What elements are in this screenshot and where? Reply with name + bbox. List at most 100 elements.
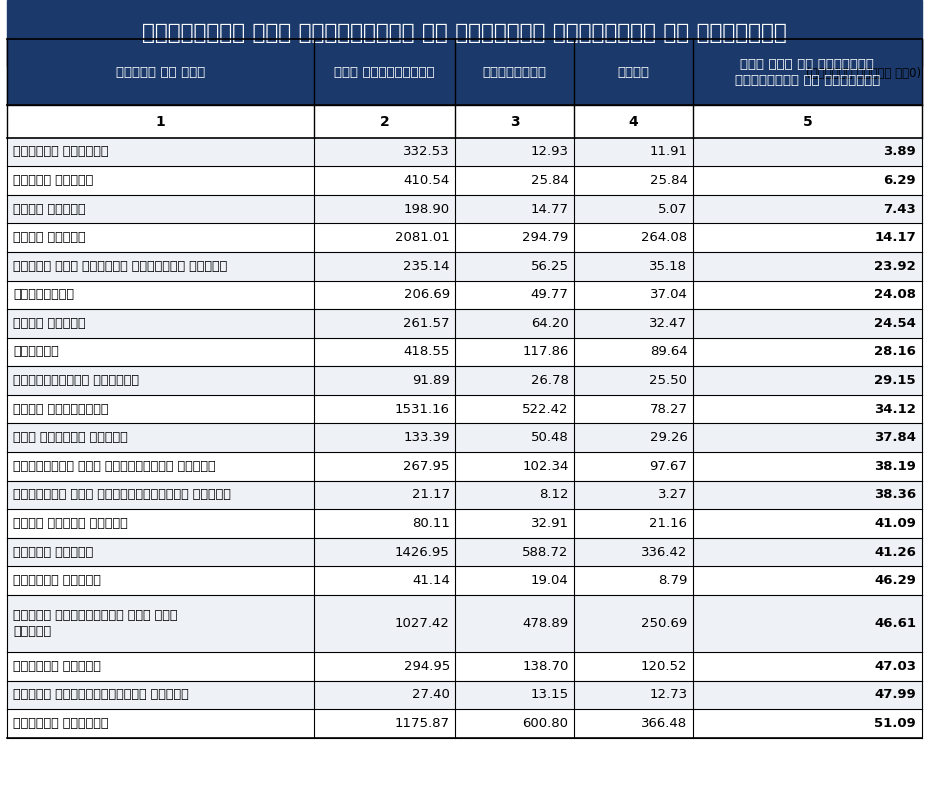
Text: 25.84: 25.84	[530, 174, 568, 187]
Text: 1027.42: 1027.42	[394, 617, 449, 630]
Text: बजट प्राविधान: बजट प्राविधान	[334, 66, 434, 79]
Text: शहरी विकास: शहरी विकास	[13, 231, 85, 244]
Text: कुल बजट के सापेक्ष
स्वीकृति का प्रतिशत: कुल बजट के सापेक्ष स्वीकृति का प्रतिशत	[734, 58, 879, 87]
Text: 38.19: 38.19	[873, 460, 915, 473]
Text: 522.42: 522.42	[522, 402, 568, 415]
Text: 294.95: 294.95	[403, 660, 449, 673]
Text: 4: 4	[628, 114, 638, 129]
Text: विज्ञान एवं प्रौद्योगिकी विभाग: विज्ञान एवं प्रौद्योगिकी विभाग	[13, 489, 231, 502]
Text: 78.27: 78.27	[649, 402, 687, 415]
Text: 24.08: 24.08	[873, 288, 915, 301]
Text: डेरी विकास विभाग: डेरी विकास विभाग	[13, 517, 128, 530]
Text: 3.27: 3.27	[657, 489, 687, 502]
Bar	[7, 481, 921, 509]
Text: 250.69: 250.69	[640, 617, 687, 630]
Text: खाद्य एवं नागरिक आपूर्ति विभाग: खाद्य एवं नागरिक आपूर्ति विभाग	[13, 260, 227, 273]
Text: आवास विभाग: आवास विभाग	[13, 203, 85, 216]
Bar	[7, 280, 921, 309]
Text: 25.84: 25.84	[649, 174, 687, 187]
Text: 49.77: 49.77	[530, 288, 568, 301]
Text: 32.91: 32.91	[530, 517, 568, 530]
Text: 23.92: 23.92	[873, 260, 915, 273]
Text: 26.78: 26.78	[530, 374, 568, 387]
Text: 46.61: 46.61	[873, 617, 915, 630]
Text: 37.84: 37.84	[873, 431, 915, 444]
Text: 28.16: 28.16	[873, 345, 915, 358]
Text: सूचना प्रौद्योगिकी विभाग: सूचना प्रौद्योगिकी विभाग	[13, 688, 188, 701]
Text: पर्यटन विभाग: पर्यटन विभाग	[13, 660, 101, 673]
Text: पेयजल विभाग: पेयजल विभाग	[13, 546, 93, 559]
Text: 1175.87: 1175.87	[394, 717, 449, 730]
Text: 2: 2	[380, 114, 389, 129]
Text: 418.55: 418.55	[403, 345, 449, 358]
Text: 21.17: 21.17	[411, 489, 449, 502]
Text: 120.52: 120.52	[640, 660, 687, 673]
Bar	[7, 566, 921, 595]
Text: 41.26: 41.26	[873, 546, 915, 559]
Text: 6.29: 6.29	[883, 174, 915, 187]
Bar	[7, 39, 921, 105]
Text: 5: 5	[802, 114, 811, 129]
Text: 588.72: 588.72	[522, 546, 568, 559]
Text: ऊर्जा विभाग: ऊर्जा विभाग	[13, 174, 93, 187]
Text: 13.15: 13.15	[530, 688, 568, 701]
Text: 25.50: 25.50	[649, 374, 687, 387]
Bar	[7, 138, 921, 167]
Bar	[7, 452, 921, 481]
Text: 29.15: 29.15	[873, 374, 915, 387]
Text: विभागवार बजट प्राविधान के सापेक्ष स्वीकृति का प्रतिशत: विभागवार बजट प्राविधान के सापेक्ष स्वीकृ…	[142, 23, 786, 43]
Text: 1531.16: 1531.16	[394, 402, 449, 415]
Text: 37.04: 37.04	[649, 288, 687, 301]
Text: 38.36: 38.36	[873, 489, 915, 502]
Text: 12.93: 12.93	[530, 146, 568, 159]
Text: 89.64: 89.64	[649, 345, 687, 358]
Text: 80.11: 80.11	[411, 517, 449, 530]
Text: 206.69: 206.69	[404, 288, 449, 301]
Text: 138.70: 138.70	[522, 660, 568, 673]
Text: सहकारिता: सहकारिता	[13, 288, 74, 301]
Bar	[7, 167, 921, 195]
Text: 1426.95: 1426.95	[394, 546, 449, 559]
Text: 11.91: 11.91	[649, 146, 687, 159]
Text: स्वीकृति: स्वीकृति	[483, 66, 547, 79]
Text: सेवायोजन एवं प्रशिक्षण विभाग: सेवायोजन एवं प्रशिक्षण विभाग	[13, 460, 215, 473]
Text: 35.18: 35.18	[649, 260, 687, 273]
Text: 336.42: 336.42	[640, 546, 687, 559]
Text: 267.95: 267.95	[403, 460, 449, 473]
Text: 261.57: 261.57	[403, 317, 449, 330]
Bar	[7, 394, 921, 423]
Bar	[7, 652, 921, 680]
Text: 5.07: 5.07	[657, 203, 687, 216]
Text: 235.14: 235.14	[403, 260, 449, 273]
Text: लघु सिंचाई विभाग: लघु सिंचाई विभाग	[13, 431, 128, 444]
Text: महिला सशक्तिकरण एवं बाल
विकास: महिला सशक्तिकरण एवं बाल विकास	[13, 609, 177, 638]
Text: 24.54: 24.54	[873, 317, 915, 330]
Text: 2081.01: 2081.01	[394, 231, 449, 244]
Text: श्रम विभाग: श्रम विभाग	[13, 317, 85, 330]
Text: 478.89: 478.89	[522, 617, 568, 630]
Text: 41.09: 41.09	[873, 517, 915, 530]
Text: व्यय: व्यय	[617, 66, 649, 79]
Text: 21.16: 21.16	[649, 517, 687, 530]
Bar	[7, 337, 921, 366]
Text: (धनराशि करोड़ रू0): (धनराशि करोड़ रू0)	[806, 67, 921, 80]
Text: 117.86: 117.86	[522, 345, 568, 358]
Bar	[7, 0, 921, 66]
Bar	[7, 252, 921, 280]
Bar	[7, 509, 921, 538]
Text: विभाग का नाम: विभाग का नाम	[116, 66, 205, 79]
Text: 600.80: 600.80	[522, 717, 568, 730]
Bar	[7, 423, 921, 452]
Text: 133.39: 133.39	[403, 431, 449, 444]
Text: 332.53: 332.53	[403, 146, 449, 159]
Text: 294.79: 294.79	[522, 231, 568, 244]
Bar	[7, 195, 921, 223]
Text: 1: 1	[156, 114, 165, 129]
Bar	[7, 680, 921, 709]
Text: 264.08: 264.08	[640, 231, 687, 244]
Text: 46.29: 46.29	[873, 574, 915, 587]
Bar	[7, 309, 921, 337]
Text: 19.04: 19.04	[530, 574, 568, 587]
Text: राजकीय सिंचाई: राजकीय सिंचाई	[13, 717, 109, 730]
Text: 47.03: 47.03	[873, 660, 915, 673]
